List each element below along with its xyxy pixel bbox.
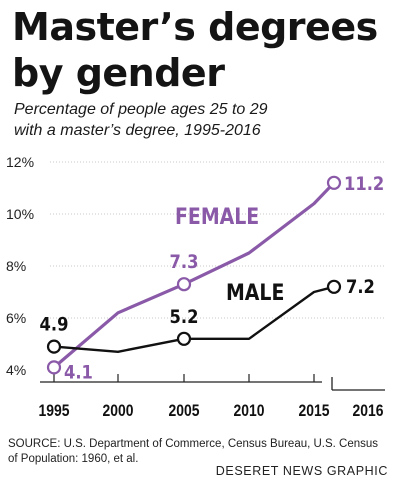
y-tick-label: 6% xyxy=(6,310,26,326)
y-tick-label: 8% xyxy=(6,258,26,274)
y-tick-label: 12% xyxy=(6,154,34,170)
data-label-male: 7.2 xyxy=(346,277,375,298)
x-tick-label: 2010 xyxy=(234,402,265,421)
data-point-female xyxy=(176,277,192,292)
graphic-credit: DESERET NEWS GRAPHIC xyxy=(215,464,388,478)
data-label-female: 7.3 xyxy=(170,252,199,273)
series-line-male xyxy=(52,285,336,353)
source-line-1: SOURCE: U.S. Department of Commerce, Cen… xyxy=(8,438,379,450)
subtitle-line-1: Percentage of people ages 25 to 29 xyxy=(14,101,268,118)
x-tick-label: 2016 xyxy=(353,402,384,421)
chart-title: Master’s degrees by gender xyxy=(12,4,392,96)
source-note: SOURCE: U.S. Department of Commerce, Cen… xyxy=(8,437,388,467)
x-tick-label: 1995 xyxy=(39,402,70,421)
subtitle-line-2: with a master’s degree, 1995-2016 xyxy=(14,122,261,139)
x-tick-label: 2005 xyxy=(169,402,200,421)
data-label-male: 4.9 xyxy=(40,315,69,336)
series-label-male: MALE xyxy=(226,280,284,306)
series-label-female: FEMALE xyxy=(175,204,259,230)
x-tick-label: 2000 xyxy=(103,402,134,421)
chart-subtitle: Percentage of people ages 25 to 29 with … xyxy=(14,99,390,141)
data-point-male xyxy=(176,331,192,346)
series-line-female xyxy=(52,181,336,369)
data-label-female: 4.1 xyxy=(64,362,93,383)
title-line-2: by gender xyxy=(12,51,225,95)
data-point-female xyxy=(326,175,342,190)
data-point-male xyxy=(326,279,342,294)
data-point-male xyxy=(46,339,62,354)
data-label-female: 11.2 xyxy=(344,174,384,195)
data-label-male: 5.2 xyxy=(170,307,199,328)
data-point-female xyxy=(46,360,62,375)
x-tick-label: 2015 xyxy=(299,402,330,421)
y-tick-label: 4% xyxy=(6,362,26,378)
source-line-2: of Population: 1960, et al. xyxy=(8,453,139,465)
title-line-1: Master’s degrees xyxy=(12,5,378,49)
y-tick-label: 10% xyxy=(6,206,34,222)
